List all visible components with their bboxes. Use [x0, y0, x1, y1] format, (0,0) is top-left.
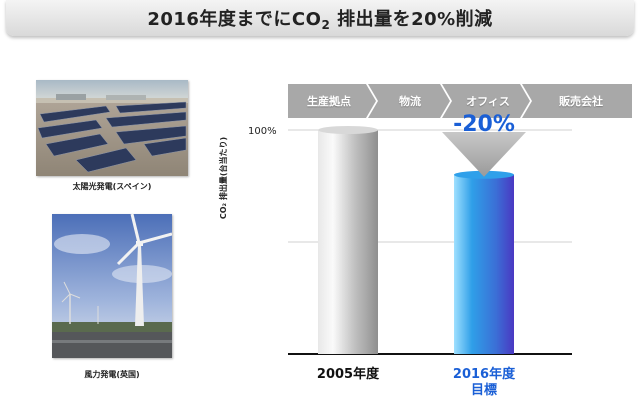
y-axis-label: CO₂ 排出量(台当たり)	[219, 136, 228, 220]
value-chain-step-3: オフィス	[466, 95, 510, 108]
bar-top-1	[318, 126, 378, 134]
wind-caption: 風力発電(英国)	[84, 370, 140, 379]
chevron-shape-1	[288, 84, 376, 118]
value-chain-step-2: 物流	[399, 95, 421, 108]
title-suffix-text: 排出量を20%削減	[330, 8, 493, 30]
category-label-2-line-1: 2016年度	[453, 366, 516, 382]
wind-photo	[52, 214, 172, 358]
title-main-text: 2016年度までにCO	[147, 8, 322, 30]
value-chain-chevrons	[288, 84, 632, 118]
solar-photo	[36, 80, 188, 176]
bar-body-2	[454, 174, 514, 354]
category-label-2-line-2: 目標	[471, 382, 497, 398]
reduction-arrow	[442, 132, 526, 177]
chevron-shape-3	[442, 84, 530, 118]
bar-1	[318, 126, 378, 354]
category-label-1: 2005年度	[317, 366, 380, 382]
chevron-shape-4	[522, 84, 632, 118]
title-bar: 2016年度までにCO2 排出量を20%削減	[6, 0, 634, 36]
solar-caption: 太陽光発電(スペイン)	[72, 182, 152, 191]
chevron-shape-2	[368, 84, 450, 118]
bar-body-1	[318, 130, 378, 354]
chart-area: 生産拠点 物流 オフィス 販売会社 100% 200	[219, 80, 640, 400]
value-chain-step-4: 販売会社	[559, 95, 603, 108]
value-chain-step-1: 生産拠点	[307, 95, 351, 108]
title-subscript: 2	[321, 17, 331, 32]
value-chain-flow: 生産拠点 物流 オフィス 販売会社	[288, 84, 632, 118]
reduction-annotation: -20%	[453, 112, 515, 137]
bar-2	[454, 170, 514, 354]
y-tick-label: 100%	[248, 126, 277, 137]
page-title: 2016年度までにCO2 排出量を20%削減	[147, 5, 492, 32]
